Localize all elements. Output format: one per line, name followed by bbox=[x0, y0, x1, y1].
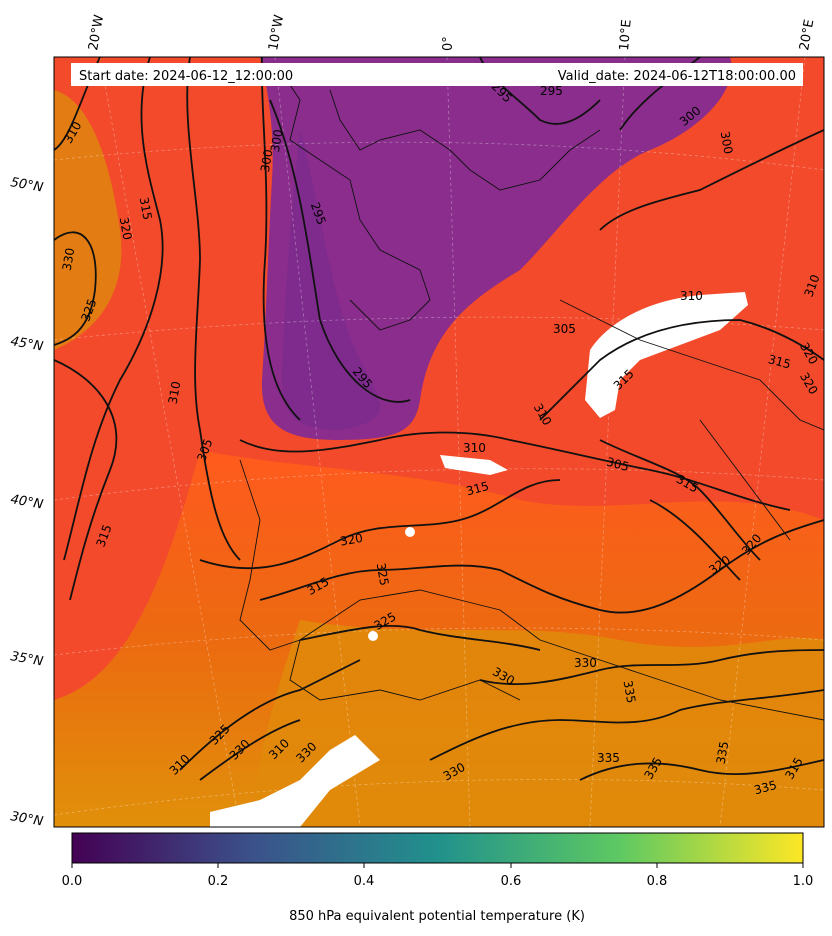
lon-label: 10°W bbox=[266, 14, 287, 52]
lat-label: 40°N bbox=[9, 492, 44, 513]
missing-data-small bbox=[405, 527, 415, 537]
latitude-labels: 50°N 45°N 40°N 35°N 30°N bbox=[9, 175, 44, 830]
contour-label: 305 bbox=[553, 322, 576, 336]
colorbar-tick-label: 0.8 bbox=[647, 874, 668, 889]
valid-date-text: Valid_date: 2024-06-12T18:00:00.00 bbox=[558, 69, 796, 84]
contour-label: 335 bbox=[714, 740, 732, 765]
colorbar-title: 850 hPa equivalent potential temperature… bbox=[289, 909, 585, 924]
contour-label: 315 bbox=[767, 352, 793, 371]
missing-data-alps bbox=[585, 292, 748, 418]
theta-field-southeast bbox=[250, 620, 824, 827]
missing-data-small bbox=[368, 631, 378, 641]
lon-label: 20°E bbox=[797, 18, 817, 51]
contour-label: 330 bbox=[60, 247, 78, 272]
map-frame bbox=[53, 56, 825, 828]
colorbar-tick-marks bbox=[71, 863, 804, 868]
colorbar-tick-label: 0.4 bbox=[354, 874, 375, 889]
contour-label: 335 bbox=[621, 679, 639, 704]
colorbar-gradient bbox=[71, 832, 804, 864]
colorbar: 0.0 0.2 0.4 0.6 0.8 1.0 850 hPa equivale… bbox=[62, 832, 814, 924]
contour-label: 300 bbox=[258, 148, 276, 173]
colorbar-tick-label: 1.0 bbox=[793, 874, 814, 889]
contour-label: 335 bbox=[753, 778, 779, 797]
lon-label: 10°E bbox=[617, 19, 635, 51]
contour-label: 320 bbox=[339, 531, 364, 549]
lon-label: 20°W bbox=[86, 14, 107, 52]
theta-field-trough-core bbox=[281, 130, 380, 430]
contour-label: 305 bbox=[605, 455, 631, 474]
lon-label: 0° bbox=[441, 36, 456, 51]
contour-label: 315 bbox=[465, 479, 491, 498]
contour-label: 310 bbox=[680, 289, 703, 303]
contour-label: 300 bbox=[268, 128, 286, 153]
contour-label: 335 bbox=[597, 751, 620, 765]
contour-label: 320 bbox=[117, 216, 135, 241]
colorbar-tick-label: 0.6 bbox=[501, 874, 522, 889]
contour-label: 310 bbox=[463, 441, 486, 455]
contour-label: 310 bbox=[166, 380, 184, 405]
contour-lines bbox=[54, 57, 824, 781]
contour-label: 300 bbox=[718, 130, 736, 155]
contour-label: 325 bbox=[374, 562, 392, 587]
header-box bbox=[71, 63, 803, 86]
contour-label: 330 bbox=[574, 656, 597, 670]
longitude-labels: 20°W 10°W 0° 10°E 20°E bbox=[86, 14, 817, 52]
colorbar-tick-label: 0.2 bbox=[208, 874, 229, 889]
colorbar-tick-label: 0.0 bbox=[62, 874, 83, 889]
map-area: 310 300 300 295 295 295 300 300 310 315 … bbox=[54, 57, 824, 827]
contour-label: 315 bbox=[137, 196, 155, 221]
theta-field-west bbox=[54, 90, 122, 350]
missing-data-pyrenees bbox=[440, 455, 508, 475]
theta-field-trough bbox=[260, 57, 732, 440]
contour-label: 295 bbox=[540, 84, 563, 98]
lat-label: 30°N bbox=[9, 809, 44, 830]
missing-data-atlas bbox=[210, 735, 380, 827]
lat-label: 35°N bbox=[9, 649, 44, 670]
graticule bbox=[54, 57, 824, 827]
lat-label: 50°N bbox=[9, 175, 44, 196]
lat-label: 45°N bbox=[9, 334, 44, 355]
start-date-text: Start date: 2024-06-12_12:00:00 bbox=[79, 69, 293, 84]
